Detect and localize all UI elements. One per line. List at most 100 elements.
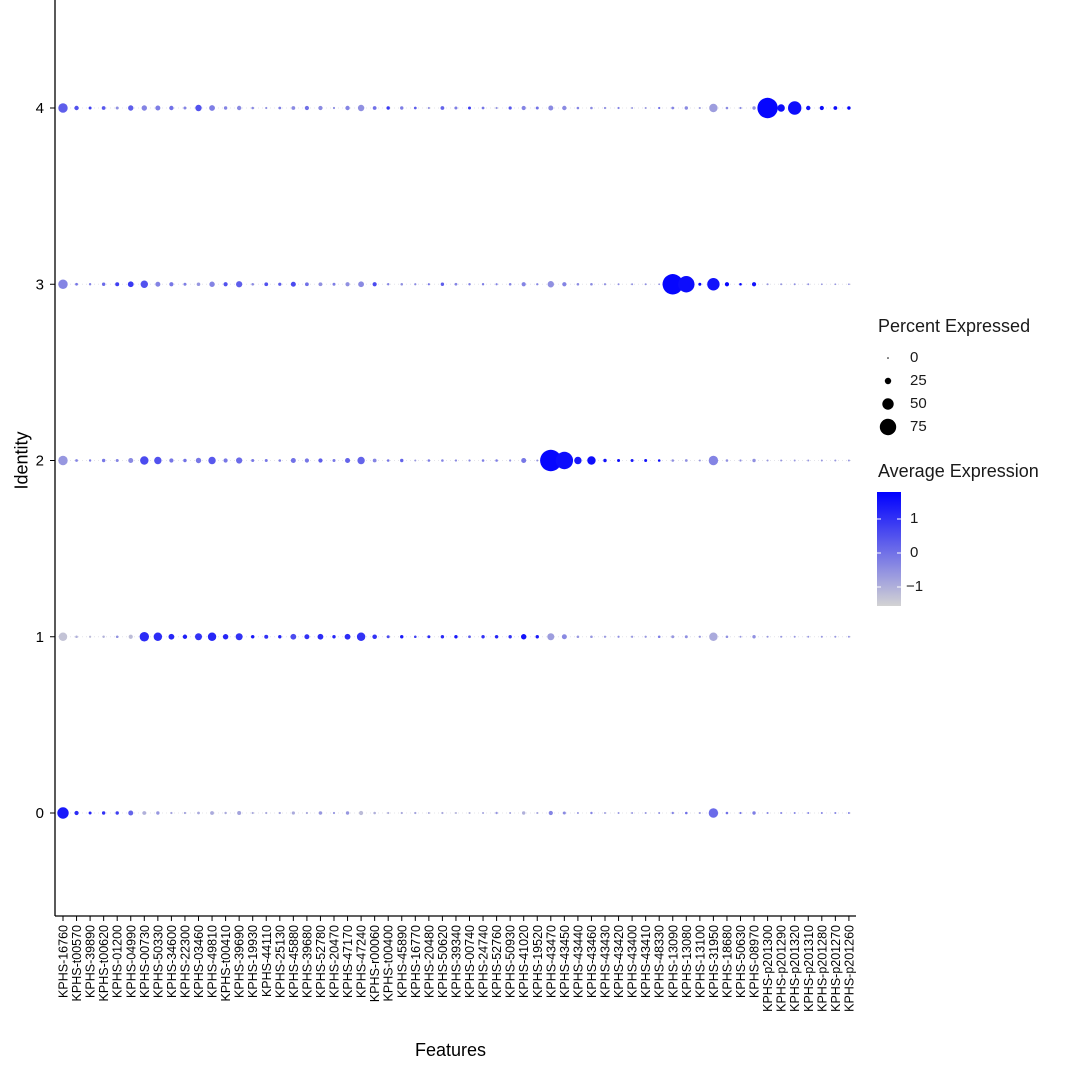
dot-3-KPHS-19930 xyxy=(251,282,254,286)
dot-3-KPHS-43450 xyxy=(562,282,567,287)
dot-4-KPHS-13080 xyxy=(684,106,688,110)
dot-2-KPHS-43460 xyxy=(587,456,596,465)
size-legend-label: 25 xyxy=(910,372,927,389)
dot-2-KPHS-39680 xyxy=(304,458,309,463)
dot-0-KPHS-43440 xyxy=(576,812,579,814)
dot-4-KPHS-43450 xyxy=(562,105,567,111)
dot-4-KPHS-t00570 xyxy=(74,105,79,111)
colorbar xyxy=(877,492,901,606)
dot-4-KPHS-43440 xyxy=(576,106,580,110)
dot-4-KPHS-p201260 xyxy=(847,106,851,110)
dot-4-KPHS-13090 xyxy=(671,106,675,110)
dot-4-KPHS-08970 xyxy=(752,106,756,110)
dot-1-KPHS-t00400 xyxy=(386,635,390,639)
dot-3-KPHS-p201290 xyxy=(780,283,783,286)
y-tick-label: 1 xyxy=(36,629,44,646)
dot-4-KPHS-p201300 xyxy=(757,97,778,119)
dot-3-KPHS-39690 xyxy=(236,281,243,288)
dot-4-KPHS-t00400 xyxy=(386,106,390,110)
row-guides xyxy=(58,107,852,814)
dot-0-KPHS-13090 xyxy=(671,811,674,815)
dot-3-KPHS-24740 xyxy=(481,283,485,286)
dot-0-KPHS-00730 xyxy=(142,811,147,815)
dot-1-KPHS-50630 xyxy=(739,635,742,638)
dot-4-KPHS-39890 xyxy=(88,106,92,110)
x-tick-label: KPHS-p201320 xyxy=(788,925,802,1012)
dot-0-KPHS-43420 xyxy=(617,812,620,814)
dot-2-KPHS-43430 xyxy=(603,458,607,463)
dot-2-KPHS-48330 xyxy=(657,459,661,462)
dot-4-KPHS-p201280 xyxy=(819,105,824,111)
dot-1-KPHS-p201290 xyxy=(780,635,783,638)
dot-3-KPHS-43430 xyxy=(603,283,607,286)
dot-2-KPHS-t00620 xyxy=(101,458,106,463)
dot-0-KPHS-31950 xyxy=(708,808,719,818)
dot-2-KPHS-52780 xyxy=(318,458,323,463)
dot-4-KPHS-45890 xyxy=(400,106,404,110)
x-tick-label: KPHS-39680 xyxy=(300,925,314,998)
dot-1-KPHS-44110 xyxy=(264,634,269,639)
dot-1-KPHS-47240 xyxy=(356,632,366,641)
x-tick-label: KPHS-44110 xyxy=(260,925,274,997)
x-tick-label: KPHS-16760 xyxy=(57,925,71,998)
x-tick-label: KPHS-50630 xyxy=(734,925,748,998)
dot-3-KPHS-45890 xyxy=(400,282,404,286)
dot-4-KPHS-p201290 xyxy=(777,104,785,112)
dot-2-KPHS-00730 xyxy=(140,456,149,465)
dot-2-KPHS-t00410 xyxy=(223,458,228,463)
dot-0-KPHS-44110 xyxy=(265,811,268,815)
dot-2-KPHS-45890 xyxy=(400,458,404,463)
dot-2-KPHS-39340 xyxy=(454,459,458,462)
dot-1-KPHS-t00410 xyxy=(222,634,229,640)
dot-3-KPHS-t00400 xyxy=(387,283,390,286)
x-tick-label: KPHS-p201300 xyxy=(761,925,775,1012)
dot-4-KPHS-43410 xyxy=(644,107,647,109)
dot-1-KPHS-p201270 xyxy=(834,635,837,638)
y-axis-title: Identity xyxy=(11,431,32,490)
dot-4-KPHS-20470 xyxy=(332,106,336,110)
x-tick-label: KPHS-p201260 xyxy=(842,925,856,1012)
x-tick-label: KPHS-13080 xyxy=(680,925,694,998)
dot-3-KPHS-48330 xyxy=(658,283,661,286)
dot-1-KPHS-39680 xyxy=(304,634,310,640)
color-legend-label: 1 xyxy=(910,510,919,527)
dot-2-KPHS-34600 xyxy=(169,458,174,463)
dot-3-KPHS-43440 xyxy=(576,282,580,286)
dot-3-KPHS-43460 xyxy=(590,282,593,286)
dot-2-KPHS-43470 xyxy=(540,449,562,472)
dot-2-KPHS-31950 xyxy=(708,455,719,466)
x-tick-label: KPHS-49810 xyxy=(206,925,220,998)
dot-1-KPHS-43430 xyxy=(603,635,607,638)
x-tick-label: KPHS-50930 xyxy=(504,925,518,998)
dot-0-KPHS-50330 xyxy=(156,811,160,815)
x-tick-label: KPHS-52760 xyxy=(490,925,504,998)
dot-2-KPHS-50620 xyxy=(441,459,444,462)
dot-0-KPHS-25130 xyxy=(278,811,281,815)
x-tick-label: KPHS-p201280 xyxy=(815,925,829,1012)
dot-2-KPHS-43420 xyxy=(617,459,621,462)
x-tick-label: KPHS-24740 xyxy=(477,925,491,998)
x-tick-label: KPHS-50330 xyxy=(151,925,165,998)
dot-3-KPHS-52760 xyxy=(495,283,498,286)
dot-0-KPHS-20480 xyxy=(427,812,430,814)
dot-1-KPHS-13090 xyxy=(671,635,675,639)
dot-1-KPHS-19520 xyxy=(535,635,539,639)
dot-3-KPHS-p201310 xyxy=(807,283,810,286)
x-tick-label: KPHS-43410 xyxy=(639,925,653,998)
x-tick-label: KPHS-43430 xyxy=(599,925,613,998)
dot-1-KPHS-41020 xyxy=(521,634,527,640)
y-tick-label: 3 xyxy=(36,276,44,293)
dot-1-KPHS-20470 xyxy=(332,635,336,639)
dot-1-KPHS-43440 xyxy=(576,635,580,639)
dot-0-KPHS-52780 xyxy=(318,811,323,815)
dot-3-KPHS-47170 xyxy=(345,282,350,287)
dot-0-KPHS-08970 xyxy=(752,811,756,815)
dot-3-KPHS-03460 xyxy=(196,282,201,287)
dot-1-KPHS-13080 xyxy=(684,635,688,639)
dot-3-KPHS-p201260 xyxy=(848,283,850,286)
dot-4-KPHS-43460 xyxy=(590,106,593,110)
x-tick-label: KPHS-p201310 xyxy=(802,925,816,1012)
x-tick-label: KPHS-01200 xyxy=(111,925,125,998)
dot-4-KPHS-p201320 xyxy=(788,101,802,115)
dot-1-KPHS-34600 xyxy=(168,633,175,640)
